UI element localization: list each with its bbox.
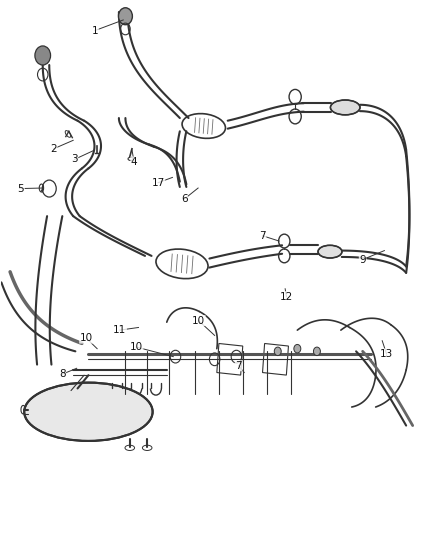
Bar [217, 343, 243, 375]
Text: 8: 8 [59, 369, 66, 379]
Circle shape [35, 46, 50, 65]
Text: 4: 4 [131, 157, 138, 167]
Text: 1: 1 [92, 26, 98, 36]
Bar [262, 343, 289, 375]
Circle shape [294, 344, 301, 353]
Text: 7: 7 [259, 231, 266, 241]
Text: 2: 2 [50, 144, 57, 154]
Text: 3: 3 [71, 155, 78, 164]
Text: 13: 13 [380, 349, 393, 359]
Ellipse shape [24, 383, 152, 441]
Text: 12: 12 [280, 292, 293, 302]
Text: 11: 11 [113, 325, 127, 335]
Text: 5: 5 [18, 183, 24, 193]
Text: 10: 10 [80, 333, 93, 343]
Text: 6: 6 [181, 194, 187, 204]
Ellipse shape [330, 100, 360, 115]
Circle shape [274, 347, 281, 356]
Text: 10: 10 [130, 342, 143, 352]
Text: 7: 7 [235, 361, 242, 370]
Ellipse shape [318, 245, 342, 258]
Text: 9: 9 [359, 255, 366, 264]
Text: 10: 10 [192, 316, 205, 326]
Circle shape [314, 347, 321, 356]
Circle shape [118, 8, 132, 25]
Text: 17: 17 [152, 177, 165, 188]
